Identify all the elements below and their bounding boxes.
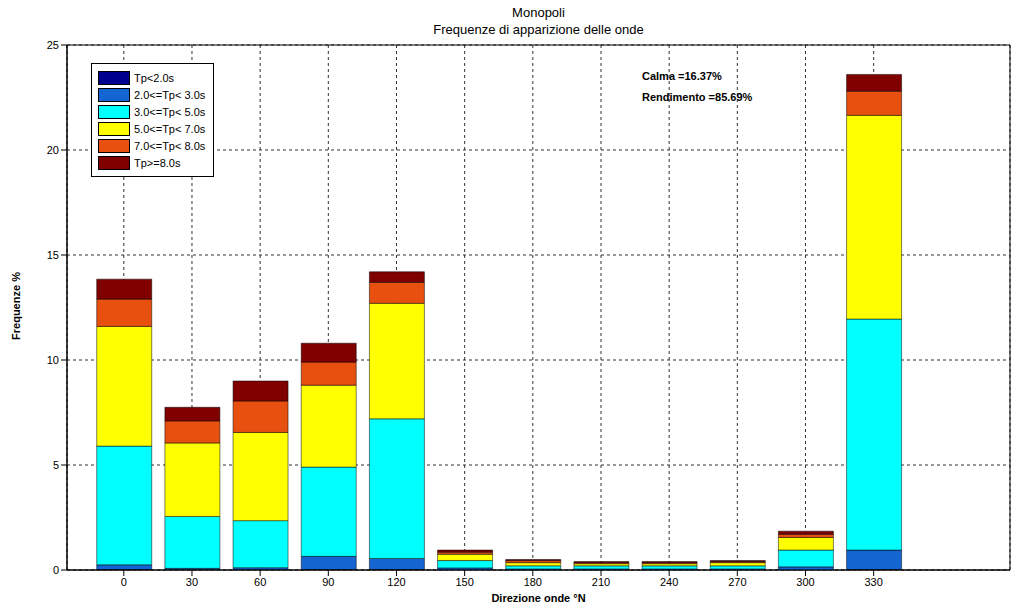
svg-text:60: 60 — [254, 576, 266, 588]
svg-text:15: 15 — [47, 249, 59, 261]
svg-text:150: 150 — [455, 576, 473, 588]
html-text:Tp>=8.0s: Tp>=8.0s — [134, 156, 181, 169]
svg-text:25: 25 — [47, 39, 59, 51]
svg-text:180: 180 — [524, 576, 542, 588]
html-text:Frequenze di apparizione delle: Frequenze di apparizione delle onde — [433, 22, 644, 37]
html-text:Monopoli: Monopoli — [512, 5, 565, 20]
html-text:Rendimento =85.69%: Rendimento =85.69% — [642, 91, 753, 103]
svg-text:270: 270 — [728, 576, 746, 588]
svg-text:0: 0 — [53, 564, 59, 576]
html-text:3.0<=Tp< 5.0s: 3.0<=Tp< 5.0s — [134, 105, 206, 118]
svg-text:210: 210 — [592, 576, 610, 588]
svg-text:120: 120 — [387, 576, 405, 588]
svg-text:20: 20 — [47, 144, 59, 156]
svg-text:330: 330 — [864, 576, 882, 588]
svg-text:240: 240 — [660, 576, 678, 588]
svg-text:10: 10 — [47, 354, 59, 366]
html-text:Calma =16.37%: Calma =16.37% — [642, 70, 722, 82]
svg-text:30: 30 — [186, 576, 198, 588]
html-text:5.0<=Tp< 7.0s: 5.0<=Tp< 7.0s — [134, 122, 206, 135]
html-text:7.0<=Tp< 8.0s: 7.0<=Tp< 8.0s — [134, 139, 206, 152]
html-text:Tp<2.0s: Tp<2.0s — [134, 71, 175, 84]
svg-text:5: 5 — [53, 459, 59, 471]
svg-text:300: 300 — [796, 576, 814, 588]
html-text:2.0<=Tp< 3.0s: 2.0<=Tp< 3.0s — [134, 88, 206, 101]
html-text:Direzione onde °N: Direzione onde °N — [491, 592, 586, 604]
svg-text:90: 90 — [322, 576, 334, 588]
html-text:Frequenze %: Frequenze % — [10, 271, 22, 340]
svg-text:0: 0 — [121, 576, 127, 588]
